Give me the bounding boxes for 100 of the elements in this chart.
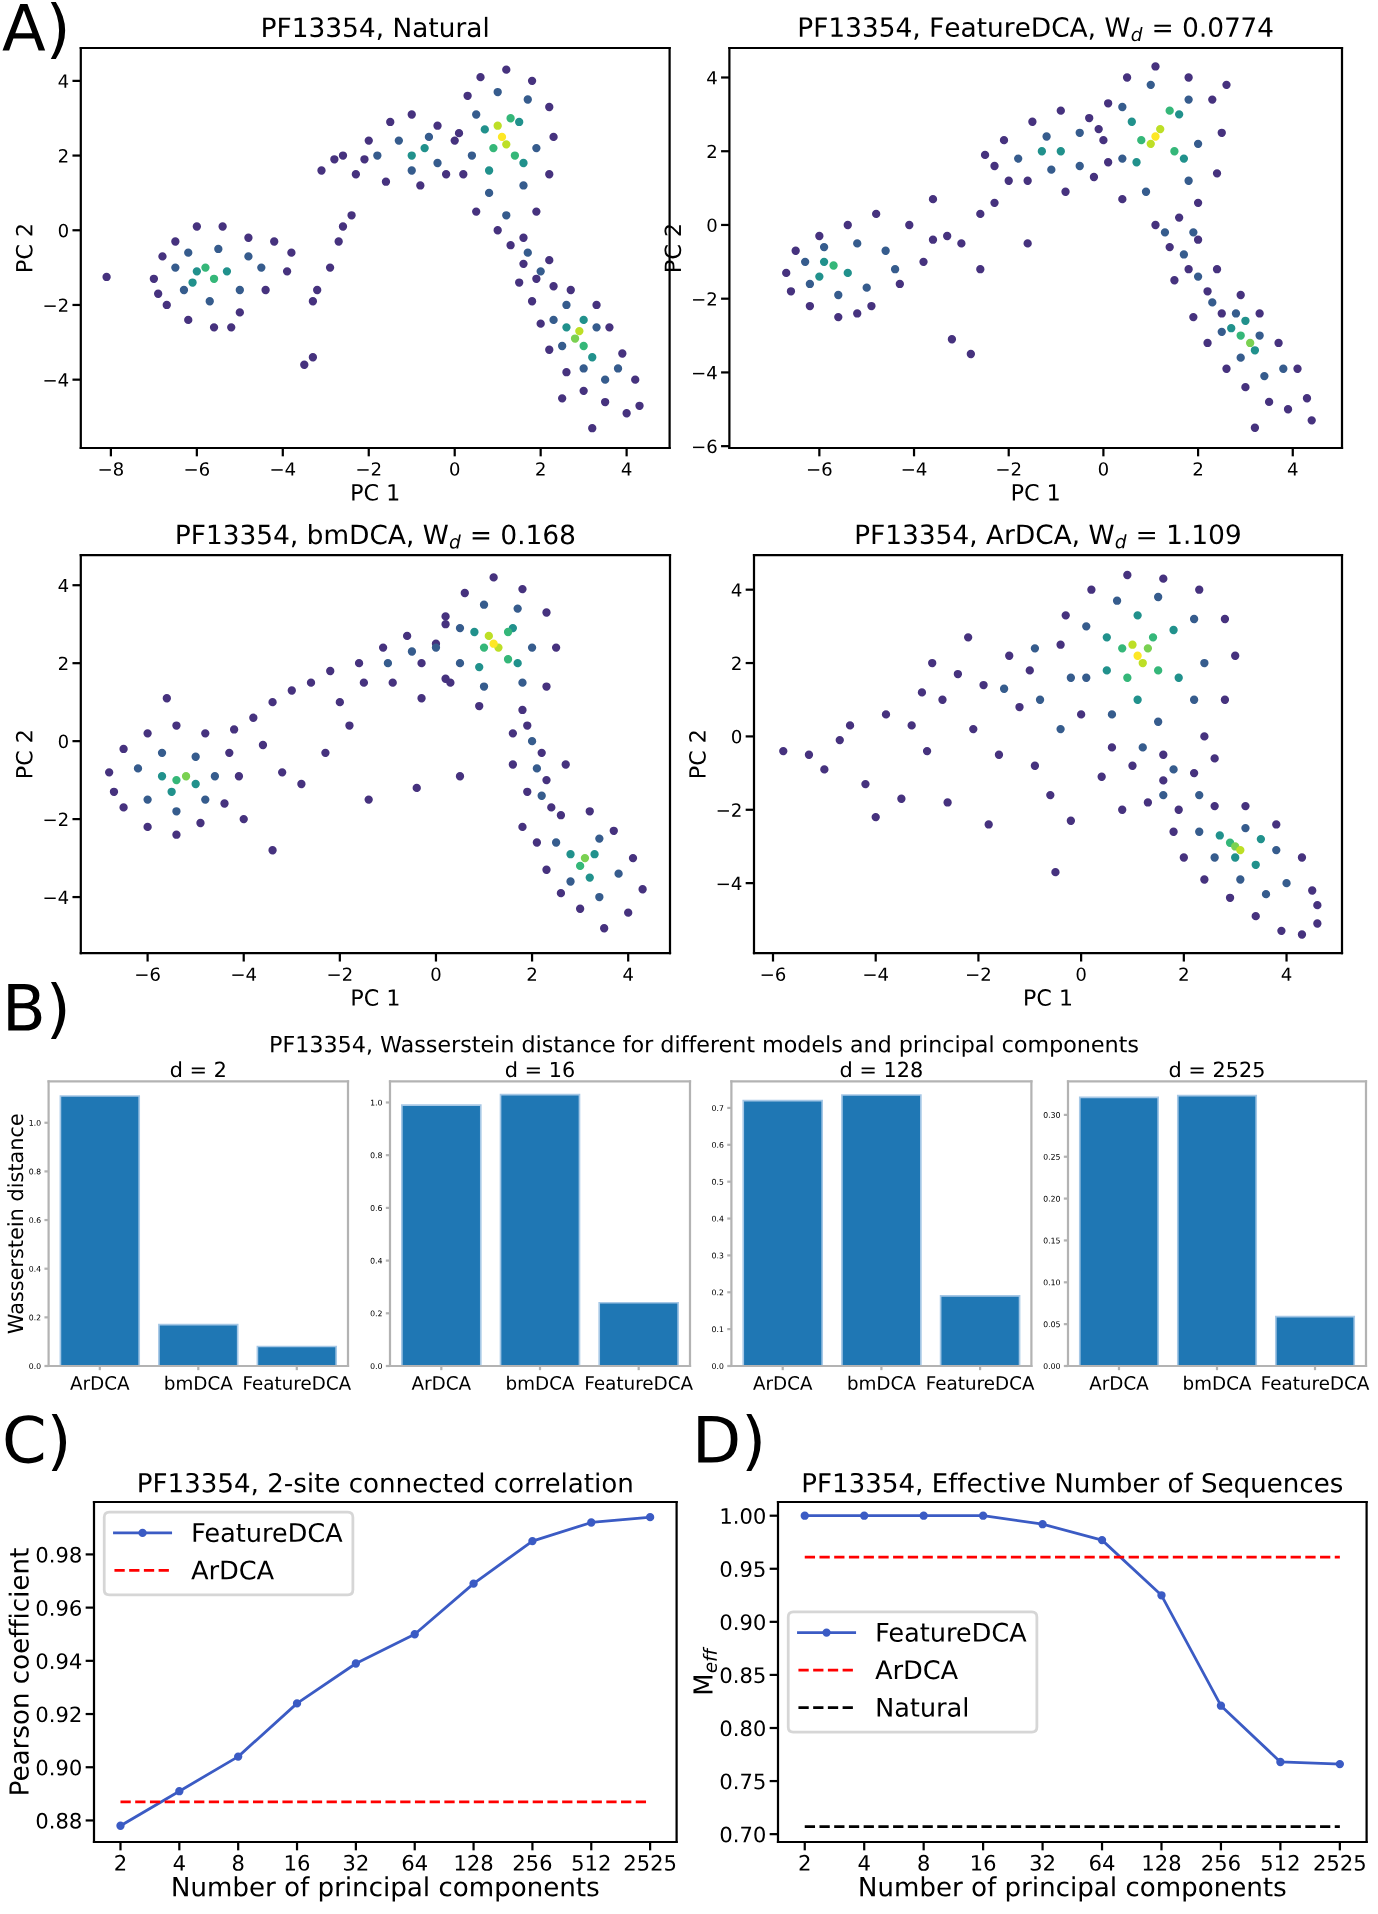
chart-title: d = 128: [840, 1061, 922, 1078]
point: [1056, 147, 1065, 156]
point: [999, 684, 1009, 693]
point: [519, 181, 528, 190]
point: [1137, 136, 1146, 145]
point: [592, 323, 601, 332]
y-tick-label: 0.92: [36, 1706, 81, 1723]
x-tick-label: 64: [1090, 1854, 1115, 1871]
point: [1153, 717, 1163, 726]
x-tick-label: FeatureDCA: [1262, 1376, 1370, 1390]
point: [1216, 1701, 1226, 1710]
point: [1335, 1759, 1345, 1769]
point: [588, 353, 597, 362]
point: [1236, 845, 1245, 855]
point: [167, 787, 176, 796]
x-tick-label: 4: [1281, 967, 1292, 981]
point: [1133, 651, 1142, 660]
x-tick-label: 2: [1193, 462, 1203, 476]
point: [1210, 853, 1219, 862]
point: [235, 285, 244, 295]
point: [1035, 695, 1045, 704]
x-tick-label: 0: [1076, 967, 1086, 982]
point: [1189, 695, 1199, 704]
point: [580, 853, 590, 863]
point: [537, 791, 546, 800]
point: [171, 263, 180, 272]
point: [502, 211, 511, 220]
point: [1037, 147, 1047, 156]
x-tick-label: 4: [173, 1855, 185, 1871]
point: [1200, 658, 1209, 668]
y-tick-label: 2: [707, 144, 716, 159]
y-tick-label: 0: [58, 223, 68, 238]
point: [455, 623, 465, 633]
point: [1231, 309, 1241, 318]
x-axis-title: Number of principal components: [860, 1876, 1286, 1902]
point: [549, 315, 558, 325]
point: [201, 795, 210, 804]
x-tick-label: 4: [621, 462, 632, 476]
y-axis-title: PC 2: [689, 731, 706, 778]
point: [1143, 644, 1153, 653]
x-tick-label: 8: [232, 1854, 244, 1871]
point: [613, 364, 623, 373]
point: [1156, 124, 1165, 134]
point: [222, 267, 232, 276]
x-tick-label: ArDCA: [1089, 1376, 1149, 1390]
point: [472, 110, 481, 119]
point: [860, 1511, 869, 1520]
x-tick-label: 0: [1098, 462, 1108, 476]
point: [1082, 673, 1091, 682]
point: [410, 1630, 419, 1639]
point: [595, 834, 604, 843]
point: [484, 188, 494, 198]
y-tick-label: −4: [717, 876, 742, 890]
point: [532, 143, 541, 153]
x-tick-label: −4: [864, 967, 888, 981]
point: [175, 1787, 184, 1796]
point: [1169, 625, 1178, 635]
x-tick-label: 2: [527, 967, 537, 981]
y-tick-label: 1.00: [721, 1508, 765, 1525]
point: [1075, 128, 1084, 137]
point: [1184, 176, 1193, 185]
x-tick-label: 16: [285, 1854, 310, 1871]
point: [1276, 1757, 1285, 1767]
point: [493, 87, 502, 97]
point: [978, 1511, 988, 1520]
y-tick-label: −4: [44, 373, 69, 387]
text: B): [8, 982, 66, 1039]
point: [1184, 95, 1193, 104]
point: [1179, 154, 1189, 163]
y-tick-label: 4: [58, 74, 69, 88]
x-tick-label: 256: [1202, 1854, 1240, 1871]
point: [513, 659, 522, 668]
point: [1250, 346, 1260, 355]
point: [1107, 710, 1117, 719]
point: [179, 285, 189, 295]
y-tick-label: −2: [717, 803, 741, 817]
point: [172, 775, 181, 785]
x-tick-label: 0: [431, 967, 441, 982]
point: [1102, 633, 1111, 642]
y-tick-label: 0.70: [720, 1826, 765, 1843]
legend-label: ArDCA: [875, 1660, 958, 1680]
point: [513, 604, 522, 613]
x-tick-label: −6: [761, 967, 786, 982]
x-tick-label: 256: [513, 1854, 552, 1871]
point: [590, 850, 599, 859]
point: [383, 659, 393, 668]
point: [351, 1659, 361, 1668]
x-tick-label: −6: [136, 967, 160, 982]
point: [1151, 132, 1160, 141]
x-tick-label: FeatureDCA: [586, 1376, 693, 1390]
point: [205, 297, 214, 306]
point: [614, 869, 623, 878]
x-tick-label: ArDCA: [411, 1376, 471, 1390]
point: [420, 143, 429, 153]
y-tick-label: 2: [58, 149, 68, 163]
x-tick-label: −2: [328, 967, 352, 981]
point: [470, 627, 479, 637]
y-tick-label: 0: [58, 734, 68, 749]
x-tick-label: −6: [807, 462, 832, 476]
point: [1245, 338, 1255, 348]
